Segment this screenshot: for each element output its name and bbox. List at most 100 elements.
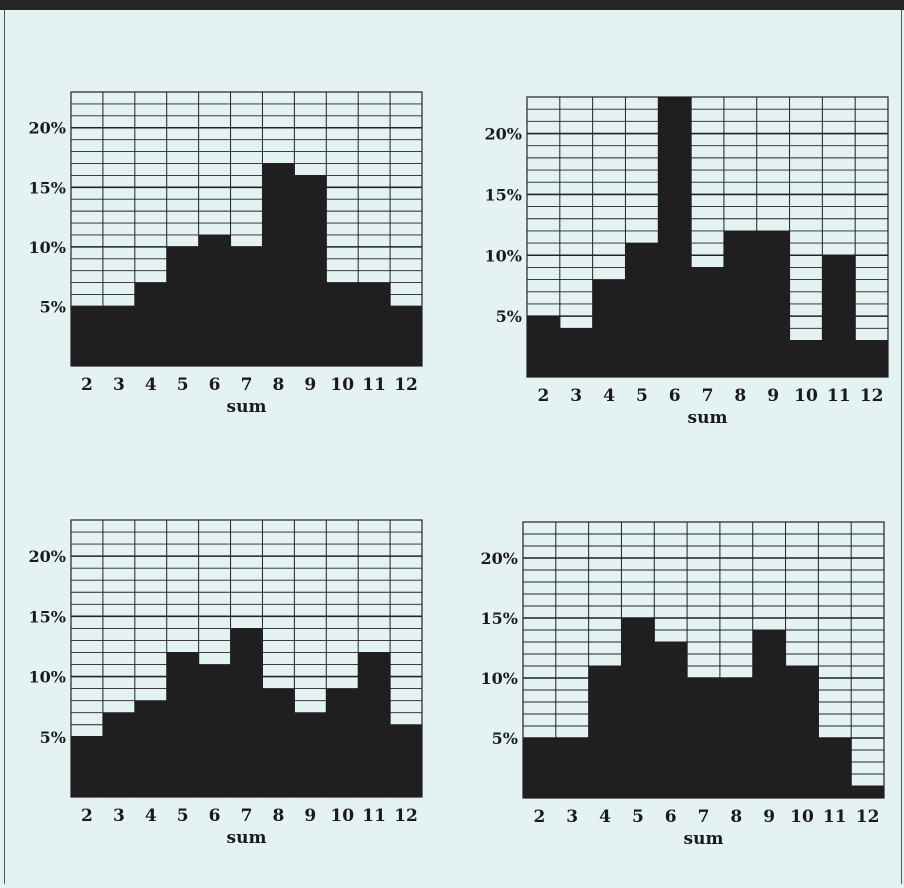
x-tick-label-11: 11 (827, 386, 851, 406)
histogram-panel-3: 5% 10% 15% 20% 2 3 4 5 6 7 8 9 10 11 12 sum (29, 519, 423, 848)
bar-7 (230, 628, 263, 797)
x-tick-label-12: 12 (394, 806, 418, 826)
bar-12 (390, 724, 423, 797)
bar-11 (358, 652, 391, 797)
y-tick-label: 10% (485, 246, 522, 265)
x-axis-label: sum (227, 397, 267, 417)
x-tick-label-2: 2 (537, 386, 549, 406)
x-tick-label-7: 7 (698, 807, 710, 827)
x-tick-label-12: 12 (856, 807, 880, 827)
bar-11 (818, 738, 852, 798)
bar-3 (555, 738, 590, 798)
x-tick-label-8: 8 (730, 807, 742, 827)
bar-9 (756, 230, 791, 377)
y-tick-label: 5% (496, 307, 522, 326)
bar-12 (390, 306, 423, 366)
x-tick-label-5: 5 (636, 386, 648, 406)
bar-8 (262, 688, 295, 797)
x-axis-label: sum (684, 829, 724, 849)
y-tick-label: 20% (29, 547, 66, 566)
bar-6 (198, 234, 232, 366)
y-tick-label: 20% (29, 119, 66, 138)
y-tick-label: 15% (485, 185, 522, 204)
x-tick-label-8: 8 (272, 375, 284, 395)
x-tick-label-3: 3 (570, 386, 582, 406)
bar-4 (588, 666, 622, 798)
x-tick-label-4: 4 (145, 806, 157, 826)
bar-8 (723, 230, 758, 377)
x-tick-label-7: 7 (241, 375, 253, 395)
bar-8 (262, 163, 295, 366)
bar-4 (592, 279, 626, 377)
x-tick-label-7: 7 (702, 386, 714, 406)
x-tick-label-4: 4 (599, 807, 611, 827)
bar-6 (658, 97, 692, 377)
bar-5 (166, 246, 200, 366)
x-tick-label-4: 4 (603, 386, 615, 406)
bar-6 (654, 642, 688, 798)
y-tick-label: 10% (481, 669, 518, 688)
x-tick-label-10: 10 (330, 806, 354, 826)
y-tick-label: 10% (29, 238, 66, 257)
bar-10 (326, 688, 359, 797)
bar-2 (71, 736, 104, 797)
x-tick-label-6: 6 (669, 386, 681, 406)
x-tick-label-10: 10 (794, 386, 818, 406)
x-tick-label-6: 6 (665, 807, 677, 827)
x-axis-label: sum (227, 828, 267, 848)
bar-9 (752, 630, 787, 798)
bar-7 (691, 267, 725, 377)
x-axis-label: sum (688, 408, 728, 428)
bar-2 (527, 316, 561, 377)
y-tick-label: 5% (40, 728, 66, 747)
y-tick-label: 20% (485, 125, 522, 144)
figure-frame (4, 10, 902, 884)
bar-6 (198, 664, 232, 797)
x-tick-label-4: 4 (145, 375, 157, 395)
x-tick-label-6: 6 (209, 375, 221, 395)
y-tick-label: 15% (29, 607, 66, 626)
bar-10 (785, 666, 819, 798)
histogram-panel-1: 5% 10% 15% 20% 2 3 4 5 6 7 8 9 10 11 12 sum (29, 91, 423, 417)
bar-10 (789, 340, 823, 377)
bar-3 (559, 328, 594, 377)
bar-11 (822, 255, 856, 377)
bar-11 (358, 282, 391, 366)
bar-7 (230, 246, 263, 366)
bar-7 (687, 678, 721, 798)
histogram-panel-4: 5% 10% 15% 20% 2 3 4 5 6 7 8 9 10 11 12 sum (481, 521, 885, 849)
histogram-panel-2: 5% 10% 15% 20% 2 3 4 5 6 7 8 9 10 11 12 sum (485, 96, 889, 428)
x-tick-label-2: 2 (81, 375, 93, 395)
bar-3 (102, 306, 136, 366)
bar-4 (134, 700, 168, 797)
bar-2 (523, 738, 557, 798)
x-tick-label-11: 11 (823, 807, 847, 827)
x-tick-label-8: 8 (734, 386, 746, 406)
x-tick-label-9: 9 (767, 386, 779, 406)
y-tick-label: 5% (492, 729, 518, 748)
y-tick-label: 10% (29, 668, 66, 687)
x-tick-label-11: 11 (362, 375, 386, 395)
bar-12 (851, 786, 885, 798)
x-tick-label-9: 9 (304, 375, 316, 395)
y-tick-label: 5% (40, 297, 66, 316)
y-tick-label: 15% (29, 178, 66, 197)
x-tick-label-5: 5 (177, 375, 189, 395)
x-tick-label-9: 9 (763, 807, 775, 827)
x-tick-label-6: 6 (209, 806, 221, 826)
y-tick-label: 20% (481, 549, 518, 568)
bar-2 (71, 306, 104, 366)
bar-9 (294, 175, 327, 366)
x-tick-label-12: 12 (860, 386, 884, 406)
x-tick-label-5: 5 (632, 807, 644, 827)
bar-9 (294, 712, 327, 797)
bar-5 (625, 243, 659, 377)
x-tick-label-11: 11 (362, 806, 386, 826)
x-tick-label-3: 3 (113, 806, 125, 826)
bar-10 (326, 282, 359, 366)
bar-5 (621, 618, 655, 798)
x-tick-label-5: 5 (177, 806, 189, 826)
bar-5 (166, 652, 200, 797)
bar-3 (102, 712, 136, 797)
